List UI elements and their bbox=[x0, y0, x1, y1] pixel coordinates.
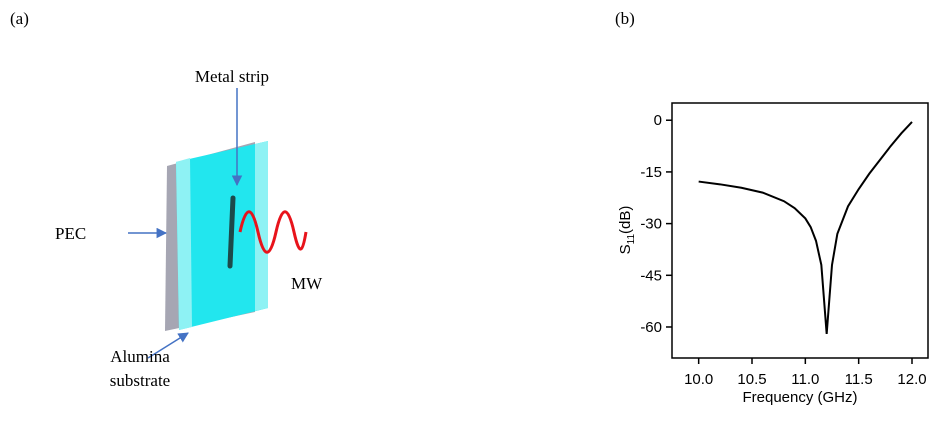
y-label-sub: 11 bbox=[626, 234, 637, 245]
x-tick-label: 11.0 bbox=[791, 371, 819, 388]
substrate-edge bbox=[255, 141, 268, 311]
substrate bbox=[176, 141, 268, 330]
arrow bbox=[147, 332, 189, 359]
x-tick-label: 12.0 bbox=[897, 371, 926, 388]
y-tick-label: 0 bbox=[654, 112, 662, 129]
y-tick-label: -15 bbox=[640, 164, 662, 181]
y-tick-label: -60 bbox=[640, 319, 662, 336]
x-axis-label: Frequency (GHz) bbox=[742, 389, 857, 406]
label: PEC bbox=[55, 224, 86, 243]
panel-label: (b) bbox=[615, 9, 635, 28]
plot-frame bbox=[671, 102, 929, 359]
y-label-main: S bbox=[617, 244, 634, 254]
label: Metal strip bbox=[195, 67, 269, 86]
x-tick-label: 10.0 bbox=[684, 371, 713, 388]
x-tick-label: 11.5 bbox=[845, 371, 873, 388]
y-tick-label: -45 bbox=[640, 267, 662, 284]
y-tick-label: -30 bbox=[640, 216, 662, 233]
label: Alumina bbox=[110, 347, 170, 366]
x-tick-label: 10.5 bbox=[737, 371, 766, 388]
label: MW bbox=[291, 274, 323, 293]
microwave bbox=[238, 210, 308, 254]
y-label-rest: (dB) bbox=[617, 206, 634, 234]
panel-label: (a) bbox=[10, 9, 29, 28]
label: substrate bbox=[110, 371, 170, 390]
metal-strip bbox=[227, 195, 236, 269]
line-series bbox=[698, 121, 913, 334]
y-axis-label: S11(dB) bbox=[617, 206, 637, 255]
substrate-edge bbox=[176, 158, 192, 330]
